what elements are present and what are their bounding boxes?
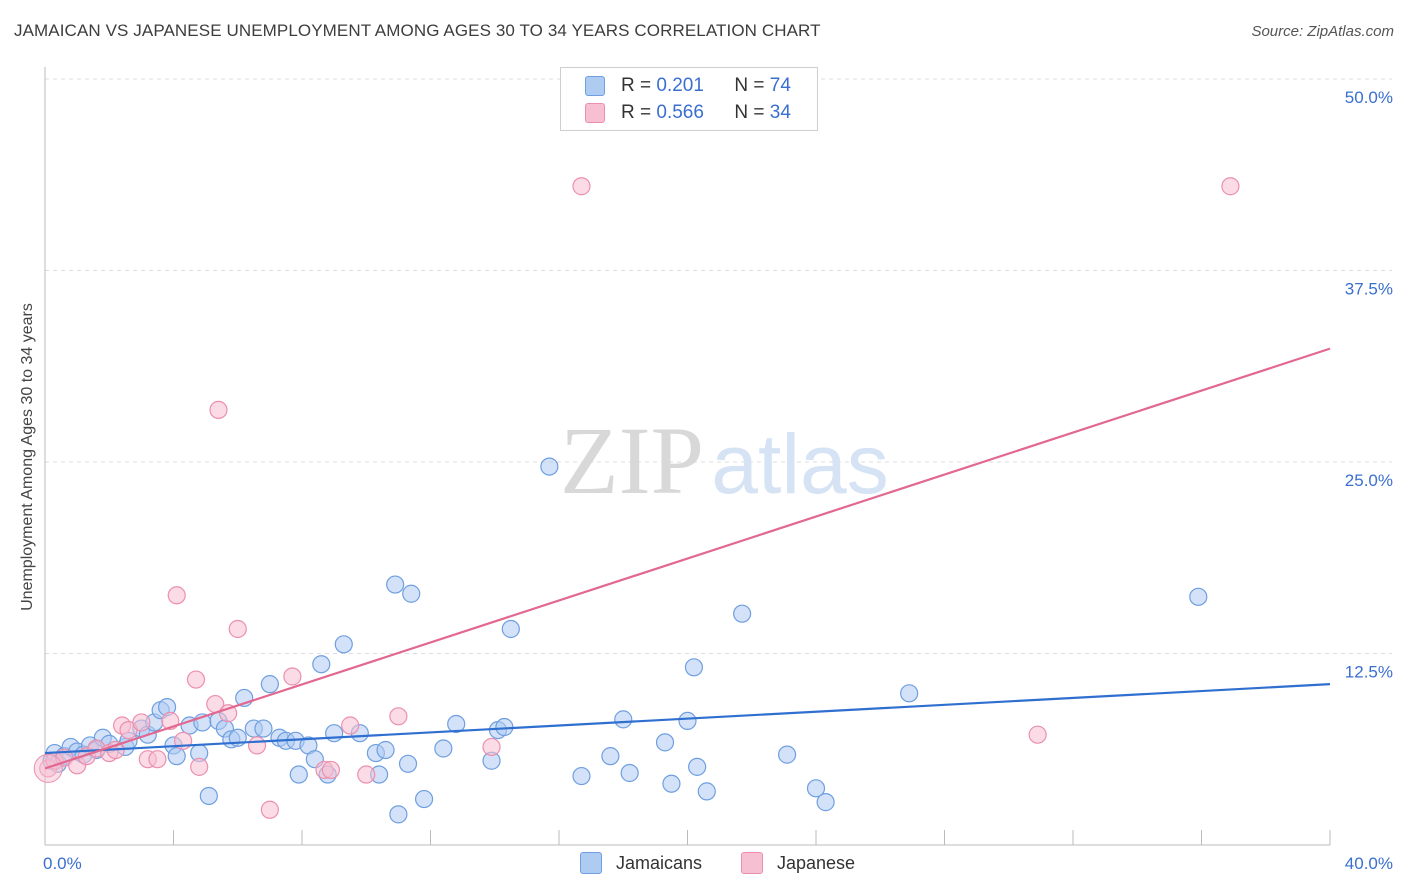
jamaicans-point [389,805,408,824]
japanese-point [190,757,209,776]
y-tick-label: 37.5% [1345,280,1393,299]
jamaicans-point [398,754,418,773]
watermark-zip: ZIP [560,407,704,514]
legend-n-label: N = [734,75,765,96]
japanese-point [482,737,501,757]
legend-n-label: N = [734,102,765,123]
jamaicans-point [402,584,421,603]
legend-r-label: R = [621,75,652,96]
jamaicans-trend-line [44,683,1331,755]
legend-item-japanese[interactable]: Japanese [741,852,855,874]
x-tick-label: 0.0% [43,854,82,873]
jamaicans-point [434,739,453,758]
jamaicans-point [289,765,308,784]
tick-labels: 12.5% 25.0% 37.5% 50.0% 0.0% 40.0% [43,88,1393,873]
japanese-point [148,750,167,769]
legend-swatch-jamaicans [585,76,605,96]
jamaicans-point [662,774,681,793]
jamaicans-point [325,724,344,743]
stats-legend: R = 0.201 N = 74 R = 0.566 N = 34 [560,67,818,131]
series-legend: Jamaicans Japanese [0,852,1406,876]
jamaicans-point [540,457,559,476]
jamaicans-point [414,789,434,809]
x-tick-label: 40.0% [1345,854,1393,873]
jamaicans-point [254,719,273,738]
y-tick-label: 25.0% [1345,471,1393,490]
y-tick-label: 50.0% [1345,88,1393,107]
japanese-point [228,619,247,639]
chart-title: JAMAICAN VS JAPANESE UNEMPLOYMENT AMONG … [14,21,821,40]
jamaicans-point [601,747,620,766]
japanese-point [321,760,341,780]
jamaicans-point [334,635,353,654]
source-label: Source: ZipAtlas.com [1251,23,1394,40]
japanese-point [1221,177,1240,196]
jamaicans-point [777,745,797,764]
japanese-point [283,667,302,686]
japanese-point [341,716,360,735]
legend-swatch-japanese [741,852,763,874]
legend-r-value: 0.201 [656,75,704,96]
jamaicans-point [1189,587,1208,606]
jamaicans-point [697,782,716,801]
japanese-point [357,765,376,784]
watermark: ZIP atlas [560,407,889,514]
legend-row-jamaicans: R = 0.201 N = 74 [585,74,791,98]
legend-r-label: R = [621,102,652,123]
jamaicans-point [688,757,707,776]
jamaicans-point [199,786,218,806]
japanese-point [389,707,408,726]
jamaicans-point [386,575,405,594]
gridlines [45,78,1392,654]
trend-lines [44,347,1331,770]
legend-row-japanese: R = 0.566 N = 34 [585,101,791,125]
jamaicans-point [167,747,186,766]
japanese-point [247,736,267,755]
jamaicans-point [733,604,752,623]
jamaicans-point [620,763,639,783]
japanese-point [572,177,591,196]
jamaicans-point [900,684,919,703]
jamaicans-point [655,733,675,752]
japanese-point [132,713,151,732]
japanese-point [209,400,228,420]
y-tick-label: 12.5% [1345,663,1393,682]
japanese-point [260,800,279,819]
jamaicans-point [260,675,279,694]
jamaicans-point [376,740,395,760]
japanese-trend-line [44,347,1331,770]
japanese-point [186,670,206,689]
jamaicans-point [816,793,835,812]
axes [44,67,1331,846]
legend-n-value: 74 [769,75,791,96]
jamaicans-point [447,714,466,734]
jamaicans-point [806,779,826,798]
watermark-atlas: atlas [711,417,888,511]
jamaicans-point [572,766,591,786]
japanese-point [1028,725,1047,744]
legend-label-jamaicans: Jamaicans [616,852,703,873]
legend-swatch-jamaicans [580,852,602,874]
legend-r-value: 0.566 [656,102,704,123]
japanese-point [167,586,186,605]
jamaicans-point [678,711,697,731]
legend-swatch-japanese [585,103,605,123]
jamaicans-point [501,619,520,639]
legend-label-japanese: Japanese [777,852,856,873]
jamaicans-point [312,655,331,674]
jamaicans-point [684,658,704,677]
legend-n-value: 34 [769,102,791,123]
legend-item-jamaicans[interactable]: Jamaicans [580,852,702,874]
jamaicans-point [614,710,633,729]
